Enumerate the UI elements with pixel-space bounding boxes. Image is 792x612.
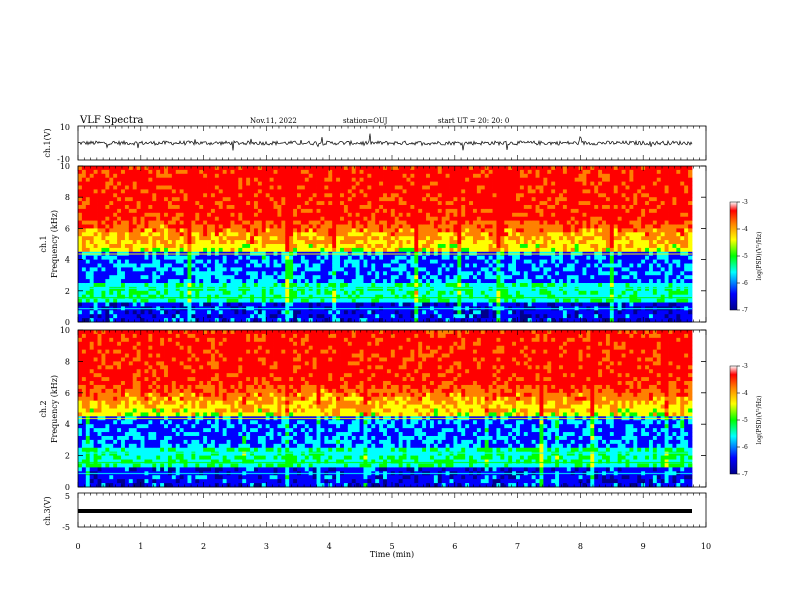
x-axis: 0 1 2 3 4 5 6 7 8 9 10 [75,126,711,551]
ch1-waveform-panel: 10 -10 ch.1(V) [43,123,707,164]
spec-ytick: 2 [65,287,70,296]
spec-ytick: 10 [60,326,70,335]
x-tick-label: 3 [264,542,269,551]
spec-ytick: 2 [65,452,70,461]
ch2-spectrogram-image [78,330,706,488]
x-tick-label: 6 [452,542,457,551]
x-tick-label: 0 [75,542,80,551]
ch2-colorbar-label: log(PSD)(V²/Hz) [756,396,763,445]
ch2-colorbar [729,365,738,475]
x-tick-label: 4 [327,542,332,551]
colorbar-tick: -4 [742,226,748,233]
ch1-ytick-top: 10 [60,123,70,132]
spec-ytick: 6 [65,224,70,233]
spec-ytick: 10 [60,162,70,171]
chart-title: VLF Spectra [79,115,144,126]
ch1-spectrogram-image [78,166,706,323]
colorbar-tick: -3 [742,199,748,206]
colorbar-tick: -7 [742,471,748,478]
header-start: start UT = 20: 20: 0 [438,117,509,125]
spec-ytick: 0 [65,483,70,492]
x-tick-label: 2 [201,542,206,551]
spec-ytick: 8 [65,357,70,366]
spec-ytick: 4 [65,420,70,429]
ch3-ytick-top: 5 [65,492,70,501]
colorbar-tick: -4 [742,390,748,397]
ch3-ylabel: ch.3(V) [43,496,52,525]
spec-ytick: 6 [65,389,70,398]
x-tick-label: 7 [515,542,520,551]
ch3-waveform-panel: 5 -5 ch.3(V) [43,492,707,532]
ch2-spec-ylabel-frequency: Frequency (kHz) [50,375,59,443]
colorbar-tick: -6 [742,280,748,287]
x-axis-label: Time (min) [370,550,414,559]
x-tick-label: 5 [389,542,394,551]
ch2-spec-ylabel-channel: ch.2 [39,400,48,417]
colorbar-tick: -5 [742,417,748,424]
ch1-ytick-bottom: -10 [57,155,70,164]
x-tick-label: 1 [138,542,143,551]
colorbar-tick: -7 [742,307,748,314]
spec-ytick: 4 [65,256,70,265]
ch1-spec-ylabel-channel: ch.1 [39,235,48,252]
x-tick-label: 10 [701,542,711,551]
ch1-spec-ylabel-frequency: Frequency (kHz) [50,210,59,278]
colorbar-tick: -3 [742,363,748,370]
ch1-waveform-trace [77,133,693,151]
x-tick-label: 8 [578,542,583,551]
x-tick-label: 9 [641,542,646,551]
colorbar-tick: -6 [742,444,748,451]
spec-ytick: 8 [65,193,70,202]
header-station: station=OUJ [343,117,388,125]
ch1-ylabel: ch.1(V) [43,128,52,157]
ch1-colorbar-label: log(PSD)(V²/Hz) [756,232,763,281]
ch1-colorbar [729,201,738,311]
ch3-waveform-trace [78,509,692,513]
ch3-ytick-bottom: -5 [62,523,70,532]
spec-ytick: 0 [65,318,70,327]
colorbar-tick: -5 [742,253,748,260]
header-date: Nov.11, 2022 [250,117,297,125]
